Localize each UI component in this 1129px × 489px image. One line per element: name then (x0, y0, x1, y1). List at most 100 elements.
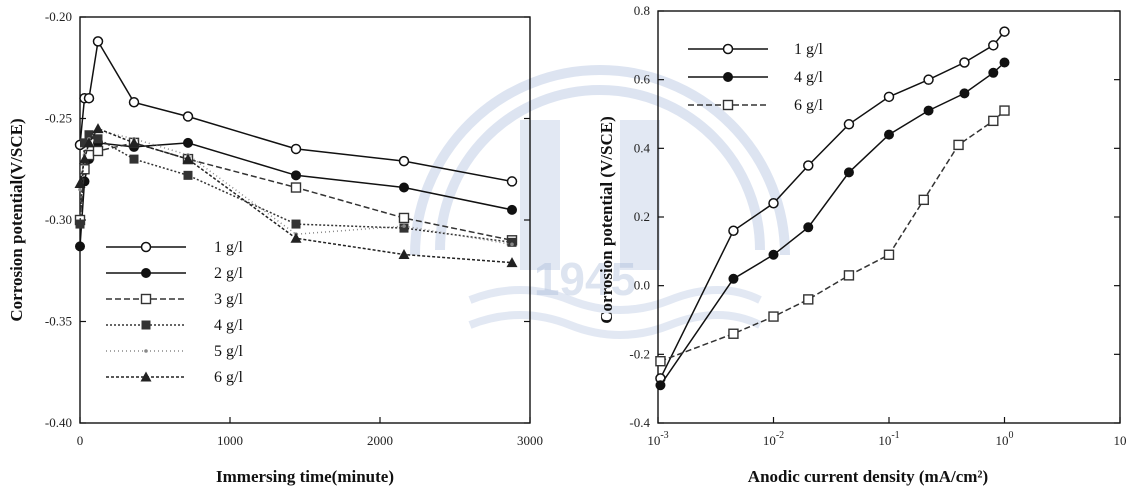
y-tick-label: -0.20 (45, 9, 72, 24)
data-point (506, 176, 518, 187)
data-point (398, 212, 410, 224)
data-point (183, 170, 193, 180)
data-point (74, 177, 86, 188)
legend-label: 1 g/l (794, 41, 823, 58)
series-6-g-l (655, 105, 1010, 367)
data-point (883, 91, 895, 103)
legend-label: 1 g/l (214, 239, 243, 256)
left-x-axis-label: Immersing time(minute) (216, 467, 394, 486)
right-x-ticks: 10-3 10-2 10-1 100 10 (647, 417, 1127, 448)
data-point (506, 257, 518, 268)
data-point (83, 92, 95, 104)
right-y-ticks: -0.4 -0.2 0.0 0.2 0.4 0.6 0.8 (629, 3, 1120, 430)
data-point (883, 249, 895, 260)
data-point (988, 115, 999, 127)
data-point (959, 57, 970, 68)
legend-label: 6 g/l (214, 369, 243, 386)
data-point (92, 145, 104, 157)
y-tick-label: -0.2 (629, 346, 650, 361)
data-point (768, 311, 779, 322)
data-point (398, 155, 410, 167)
right-x-axis-label: Anodic current density (mA/cm²) (748, 467, 988, 486)
series-4-g-l (75, 130, 517, 247)
data-point (953, 139, 964, 151)
data-point (843, 270, 855, 281)
y-tick-label: 0.2 (634, 209, 650, 224)
data-point (999, 57, 1010, 68)
data-point (402, 224, 406, 228)
right-legend: 1 g/l 4 g/l 6 g/l (688, 41, 823, 114)
series-4-g-l (655, 57, 1010, 391)
series-1-g-l (655, 26, 1010, 384)
data-point (803, 160, 814, 171)
y-tick-label: -0.40 (45, 415, 72, 430)
legend-marker (140, 241, 152, 253)
left-legend: 1 g/l 2 g/l 3 g/l 4 g/l 5 g/l 6 g/l (106, 239, 243, 386)
data-point (290, 182, 302, 193)
series-6-g-l (74, 123, 518, 268)
data-point (988, 67, 999, 78)
data-point (128, 137, 140, 148)
x-tick-label: 10-1 (878, 430, 899, 448)
data-point (128, 97, 140, 108)
data-point (182, 111, 194, 122)
legend-label: 4 g/l (214, 317, 243, 334)
x-tick-label: 10 (1114, 433, 1127, 448)
data-point (843, 167, 854, 178)
data-point (129, 154, 139, 164)
data-point (884, 129, 894, 140)
data-point (923, 105, 934, 116)
data-point (918, 194, 929, 206)
x-tick-label: 10-3 (647, 430, 668, 448)
data-point (80, 138, 89, 148)
watermark-seal: 1945 (410, 65, 790, 339)
data-point (183, 137, 193, 148)
series-1-g-l (74, 36, 518, 187)
left-y-ticks: -0.20 -0.25 -0.30 -0.35 -0.40 (45, 9, 530, 430)
data-point (999, 26, 1010, 37)
y-tick-label: -0.35 (45, 314, 72, 329)
x-tick-label: 3000 (517, 433, 543, 448)
data-point (988, 40, 999, 51)
y-tick-label: 0.4 (634, 140, 651, 155)
legend-label: 6 g/l (794, 97, 823, 114)
legend-label: 5 g/l (214, 343, 243, 360)
data-point (768, 198, 779, 209)
data-point (182, 153, 194, 164)
y-tick-label: 0.6 (634, 72, 651, 87)
data-point (84, 130, 94, 140)
y-tick-label: -0.4 (629, 415, 650, 430)
y-tick-label: 0.8 (634, 3, 650, 18)
data-point (923, 74, 934, 85)
legend-label: 4 g/l (794, 69, 823, 86)
data-point (728, 328, 739, 339)
data-point (92, 36, 104, 47)
legend-marker (140, 371, 152, 382)
x-tick-label: 2000 (367, 433, 393, 448)
data-point (92, 123, 104, 134)
data-point (507, 204, 517, 215)
data-point (291, 219, 301, 229)
watermark-year: 1945 (534, 253, 636, 305)
legend-marker (144, 349, 148, 353)
legend-marker (140, 293, 152, 305)
left-plot-frame (79, 16, 531, 424)
data-point (999, 105, 1010, 116)
data-point (507, 237, 517, 247)
data-point (79, 153, 90, 164)
data-point (510, 242, 514, 247)
data-point (768, 249, 779, 260)
data-point (93, 134, 103, 144)
data-point (290, 143, 302, 155)
x-tick-label: 100 (996, 430, 1014, 448)
y-tick-label: 0.0 (634, 278, 650, 293)
y-tick-label: -0.30 (45, 212, 72, 227)
data-point (399, 223, 409, 233)
legend-marker (722, 99, 734, 111)
data-point (78, 187, 82, 192)
legend-marker (141, 268, 151, 278)
series-line (660, 110, 1006, 362)
data-point (655, 356, 666, 367)
x-tick-label: 10-2 (763, 430, 784, 448)
